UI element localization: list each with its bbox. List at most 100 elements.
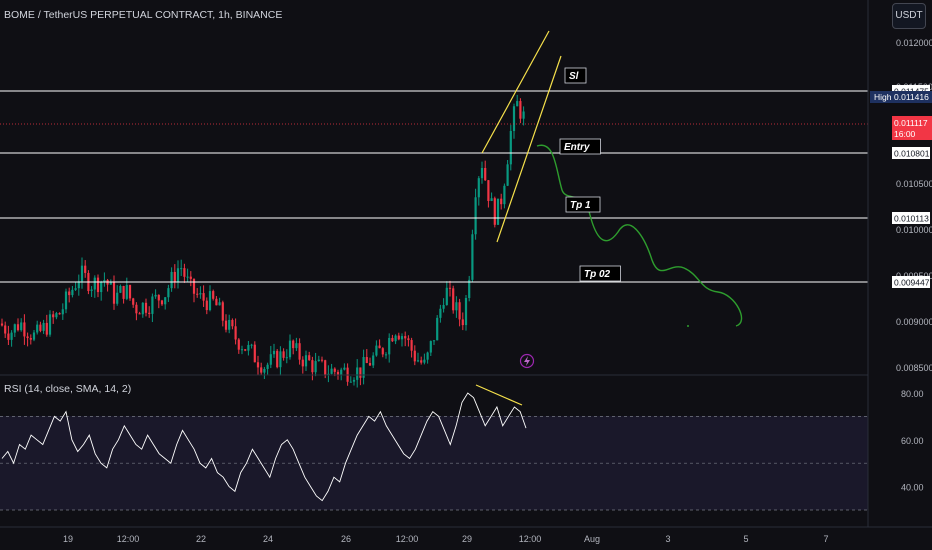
candle-body [7, 333, 10, 340]
time-axis-tick: 12:00 [519, 534, 542, 544]
candle-body [324, 360, 327, 376]
candle-body [205, 300, 208, 311]
candle-body [375, 345, 378, 356]
lightning-icon-glyph [524, 356, 530, 366]
candle-body [439, 308, 442, 318]
candle-body [410, 340, 413, 351]
candle-body [42, 322, 45, 331]
candle-body [52, 314, 55, 318]
candle-body [282, 351, 285, 358]
candle-body [250, 344, 253, 346]
candle-body [10, 332, 13, 340]
time-axis-tick: 26 [341, 534, 351, 544]
candle-body [215, 298, 218, 306]
candle-body [186, 276, 189, 278]
candle-body [384, 354, 388, 356]
high-label: High [874, 92, 892, 102]
candle-body [423, 359, 426, 363]
last-price-tag [892, 116, 932, 140]
time-axis-tick: 19 [63, 534, 73, 544]
candle-body [464, 297, 468, 326]
candle-body [448, 287, 452, 289]
lightning-icon [519, 353, 535, 369]
candle-body [170, 271, 173, 289]
candle-body [48, 314, 52, 335]
level-price-label: 0.009447 [894, 278, 930, 288]
candle-body [359, 367, 362, 378]
candle-body [256, 362, 260, 368]
candle-body [503, 185, 506, 205]
candle-body [199, 293, 202, 295]
rsi-pane [0, 374, 932, 528]
candle-body [247, 344, 250, 351]
candle-body [407, 338, 410, 341]
candle-body [218, 302, 221, 306]
candle-body [29, 338, 32, 340]
candle-body [442, 305, 445, 309]
candle-body [349, 381, 352, 383]
annotation-label: Tp 02 [584, 269, 611, 280]
candle-body [391, 337, 394, 342]
candle-body [237, 339, 240, 350]
candle-body [221, 302, 224, 321]
candle-body [160, 300, 164, 305]
candle-body [432, 340, 436, 342]
rsi-axis-tick: 60.00 [901, 436, 924, 446]
annotation-box [559, 138, 601, 155]
annotation-box [579, 265, 621, 282]
candle-body [109, 281, 112, 285]
candle-body [365, 357, 368, 363]
candle-body [388, 337, 391, 355]
candle-body [413, 350, 416, 362]
candle-body [445, 287, 448, 306]
candle-body [426, 352, 429, 360]
price-axis-tick: 0.008500 [896, 363, 932, 373]
level-price-tag [892, 147, 930, 159]
price-axis-tick: 0.010500 [896, 179, 932, 189]
candle-body [356, 367, 359, 380]
last-price-countdown: 16:00 [894, 129, 916, 139]
candle-body [378, 345, 381, 349]
candle-body [314, 361, 317, 373]
candle-body [32, 332, 36, 340]
candle-body [474, 197, 477, 235]
candle-body [343, 367, 346, 370]
candle-body [330, 368, 333, 374]
candle-body [506, 164, 509, 186]
rsi-divergence-line [475, 384, 523, 406]
rsi-axis-tick: 80.00 [901, 389, 924, 399]
candle-body [4, 325, 7, 334]
candle-body [490, 198, 493, 201]
time-axis-tick: Aug [584, 534, 600, 544]
candle-body [148, 312, 151, 314]
candle-body [20, 322, 23, 331]
wedge-upper-line [481, 30, 550, 154]
candle-body [231, 319, 234, 327]
candle-body [394, 335, 397, 342]
currency-button[interactable]: USDT [892, 3, 926, 29]
candle-body [512, 106, 516, 131]
candle-body [74, 288, 77, 290]
candle-body [471, 234, 474, 280]
symbol-title: BOME / TetherUS PERPETUAL CONTRACT, 1h, … [4, 9, 283, 21]
candle-body [468, 279, 471, 298]
annotation-box [565, 196, 601, 213]
candle-body [298, 343, 301, 360]
candle-body [455, 302, 458, 311]
candle-body [317, 359, 320, 362]
candle-body [196, 293, 199, 295]
candle-body [480, 167, 484, 179]
time-axis-tick: 7 [823, 534, 828, 544]
candle-body [295, 343, 298, 349]
candle-body [84, 265, 87, 273]
candle-body [23, 322, 26, 337]
candle-body [125, 285, 128, 299]
candle-body [452, 288, 455, 311]
candle-body [416, 360, 420, 362]
candle-body [340, 369, 343, 376]
candle-body [154, 294, 157, 297]
candle-body [96, 277, 100, 293]
price-axis-tick: 0.012000 [896, 38, 932, 48]
price-axis: 0.0120000.0115000.0110000.0105000.010000… [63, 0, 932, 544]
candle-body [26, 336, 29, 339]
